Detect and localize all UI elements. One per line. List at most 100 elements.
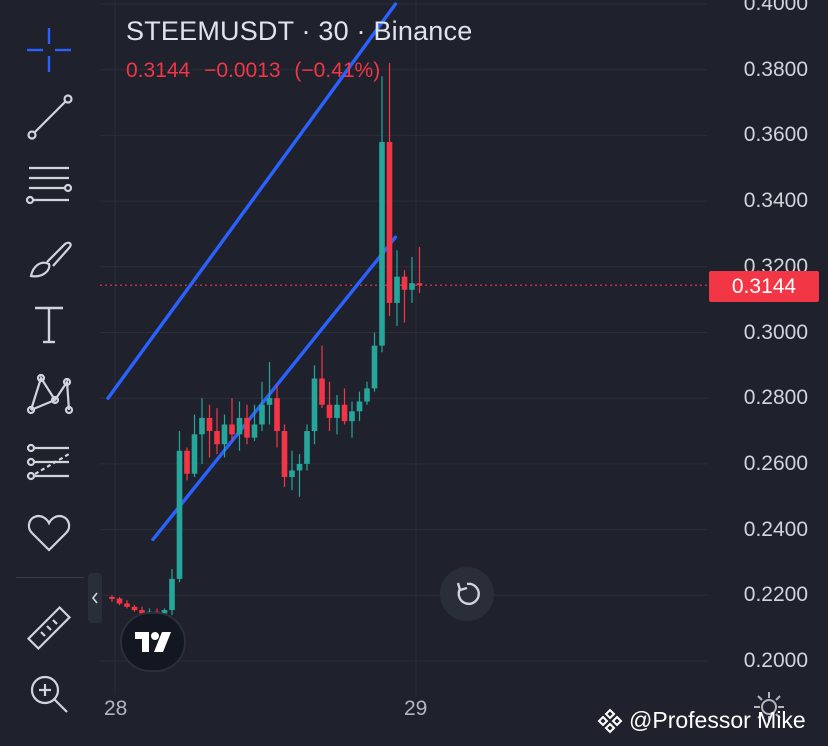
candle xyxy=(169,569,175,616)
price-change-percent: (−0.41%) xyxy=(294,59,381,82)
candle xyxy=(341,388,348,425)
tradingview-logo-icon xyxy=(135,632,171,652)
price-tick-label: 0.2800 xyxy=(743,386,808,410)
candle xyxy=(266,362,273,425)
prediction-icon[interactable] xyxy=(20,434,78,490)
trendline-upper-channel[interactable] xyxy=(106,2,398,400)
candle-body xyxy=(364,388,370,402)
price-tick-label: 0.3800 xyxy=(743,57,808,81)
price-change: −0.0013 xyxy=(204,59,281,82)
fib-retracement-icon[interactable] xyxy=(20,158,78,214)
candle-body xyxy=(281,431,288,478)
candle xyxy=(349,401,355,438)
candle xyxy=(319,345,325,409)
candle-body xyxy=(394,276,400,303)
last-price: 0.3144 xyxy=(126,59,191,82)
candle xyxy=(394,250,400,326)
watermark: @Professor Mike xyxy=(597,707,806,734)
candle-body xyxy=(191,434,198,474)
candle-body xyxy=(296,463,303,471)
reset-chart-button[interactable] xyxy=(440,567,494,621)
candle-body xyxy=(386,141,393,303)
candle-body xyxy=(409,283,415,290)
tradingview-logo[interactable] xyxy=(120,612,186,672)
candle xyxy=(334,394,340,435)
candle-body xyxy=(251,424,258,438)
current-price-tag: 0.3144 xyxy=(709,271,819,302)
candle-body xyxy=(401,276,408,290)
candle xyxy=(311,365,318,445)
candle xyxy=(281,424,288,487)
candle-body xyxy=(229,424,235,435)
brush-icon[interactable] xyxy=(20,230,78,286)
watermark-text: @Professor Mike xyxy=(629,707,806,733)
toolbar-divider xyxy=(16,577,84,578)
price-axis[interactable]: 0.4000 0.3800 0.3600 0.3400 0.3200 0.3000 0.28… xyxy=(707,0,828,746)
gear-icon[interactable] xyxy=(752,690,786,724)
candle-body xyxy=(379,141,385,346)
ruler-icon[interactable] xyxy=(20,600,78,656)
candle xyxy=(379,76,385,353)
candle-layer xyxy=(109,63,423,629)
price-tick-label: 0.2600 xyxy=(743,451,808,475)
pattern-icon[interactable] xyxy=(20,364,78,420)
candle xyxy=(251,404,258,441)
favorites-heart-icon[interactable] xyxy=(20,504,78,560)
price-tick-label: 0.4000 xyxy=(743,0,808,15)
symbol-title[interactable]: STEEMUSDT · 30 · Binance xyxy=(126,16,473,46)
binance-diamond-icon xyxy=(597,708,623,733)
candle xyxy=(259,381,265,432)
trendline-icon[interactable] xyxy=(20,88,78,144)
candle xyxy=(416,247,423,294)
price-tick-label: 0.2400 xyxy=(743,517,808,541)
candle-body xyxy=(326,404,333,418)
candle-body xyxy=(236,417,243,435)
price-tick-label: 0.2000 xyxy=(743,649,808,672)
toolbar-collapse-button[interactable] xyxy=(88,573,102,623)
price-tick-label: 0.3400 xyxy=(743,189,808,213)
candle-body xyxy=(116,598,123,604)
candle-body xyxy=(176,450,183,579)
candle-body xyxy=(161,610,168,614)
candle xyxy=(131,605,138,612)
candle-body xyxy=(169,578,175,611)
zoom-in-icon[interactable] xyxy=(20,666,78,722)
candle-body xyxy=(266,398,273,405)
candle-body xyxy=(311,378,318,432)
candle xyxy=(124,600,130,609)
symbol-legend[interactable]: STEEMUSDT · 30 · Binance 0.3144 −0.0013 … xyxy=(126,16,472,83)
candle xyxy=(371,332,378,392)
candle xyxy=(236,401,243,451)
candle xyxy=(356,391,363,422)
text-icon[interactable] xyxy=(20,296,78,352)
candle xyxy=(214,408,220,455)
candle xyxy=(274,385,280,448)
candle xyxy=(116,596,123,606)
candle xyxy=(109,595,115,602)
candle-body xyxy=(341,404,348,422)
quote-values: 0.3144 −0.0013 (−0.41%) xyxy=(126,59,472,83)
candle-body xyxy=(109,596,115,599)
candle-body xyxy=(221,424,228,445)
trendline-layer xyxy=(106,2,398,542)
candle xyxy=(296,454,303,497)
candle xyxy=(326,381,333,432)
candle-body xyxy=(139,610,145,614)
crosshair-icon[interactable] xyxy=(20,22,78,78)
candle xyxy=(409,256,415,303)
candle xyxy=(199,398,205,464)
trendline-lower-channel[interactable] xyxy=(151,235,398,542)
candle xyxy=(191,414,198,478)
candle-body xyxy=(334,404,340,418)
price-chart[interactable] xyxy=(100,0,707,695)
candle xyxy=(401,270,408,323)
candle-body xyxy=(319,378,325,405)
candle xyxy=(244,404,250,445)
candle-body xyxy=(131,606,138,611)
reset-icon xyxy=(456,582,480,606)
candle-body xyxy=(289,470,295,478)
candle-body xyxy=(274,398,280,432)
candle-body xyxy=(214,431,220,445)
candle-body xyxy=(244,417,250,438)
candle xyxy=(304,424,310,471)
